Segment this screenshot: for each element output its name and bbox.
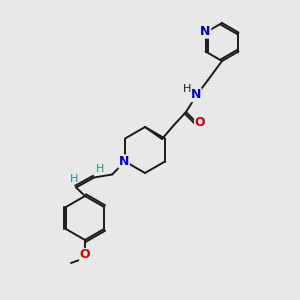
Text: N: N	[200, 25, 211, 38]
Text: O: O	[195, 116, 205, 130]
Text: H: H	[70, 175, 78, 184]
Text: H: H	[96, 164, 104, 175]
Text: H: H	[183, 84, 191, 94]
Text: N: N	[119, 155, 129, 168]
Text: O: O	[80, 248, 90, 262]
Text: N: N	[191, 88, 201, 101]
